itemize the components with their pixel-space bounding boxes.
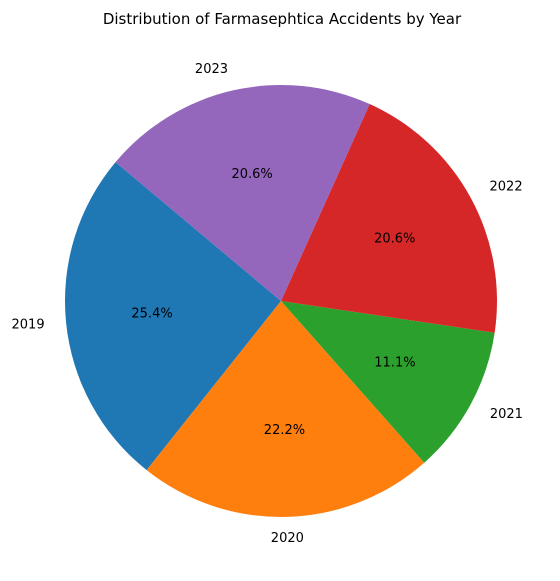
slice-percent-label: 25.4% [131, 307, 172, 322]
pie-slice-2020 [146, 301, 425, 517]
chart-title: Distribution of Farmasephtica Accidents … [103, 10, 462, 28]
slice-category-label: 2019 [12, 317, 45, 332]
slice-category-label: 2020 [271, 531, 304, 546]
slice-category-label: 2022 [490, 180, 523, 195]
pie-slice-2019 [65, 162, 282, 471]
pie-slice-2021 [281, 301, 495, 463]
slice-percent-label: 20.6% [374, 231, 415, 246]
slice-percent-label: 20.6% [231, 167, 272, 182]
pie-slice-2023 [115, 85, 370, 301]
pie-slices [65, 85, 498, 517]
pie-slice-2022 [281, 104, 498, 333]
slice-percent-label: 22.2% [264, 423, 305, 438]
slice-category-label: 2021 [490, 407, 523, 422]
slice-category-label: 2023 [195, 62, 228, 77]
slice-percent-label: 11.1% [374, 355, 415, 370]
pie-labels: 25.4% 2019 22.2% 2020 11.1% 2021 20.6% 2022 20.6… [12, 62, 523, 546]
